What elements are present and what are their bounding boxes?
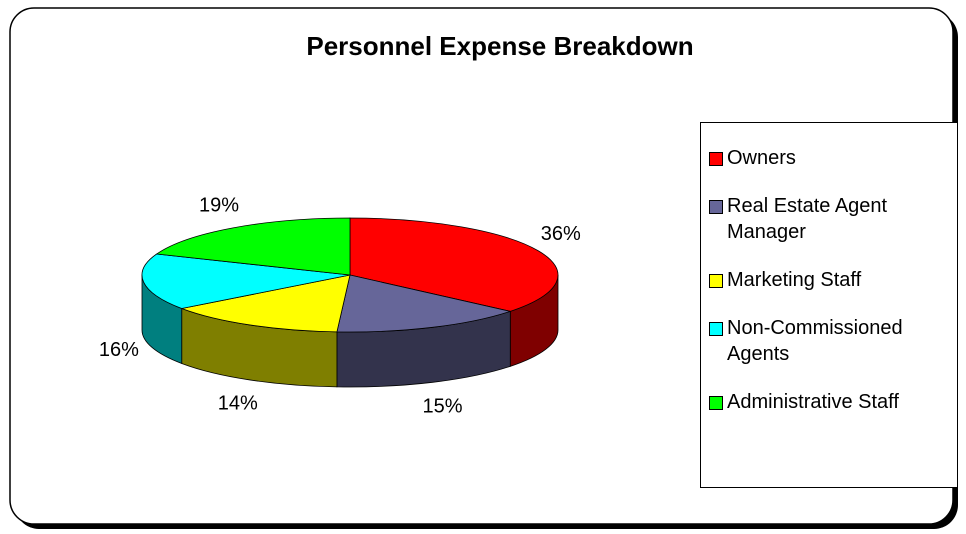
slice [336,274,512,333]
data-label: 19% [199,194,239,216]
slice [180,274,351,333]
slice [155,217,351,276]
legend-item: Administrative Staff [709,389,957,415]
legend-label: Marketing Staff [727,269,862,291]
data-label: 16% [99,339,139,361]
slice [349,217,559,312]
legend-item: Owners [709,145,957,171]
data-label: 14% [218,393,258,415]
pie: 36% 15% 14% 16% 19% [99,194,581,417]
legend-label: Administrative Staff [727,391,899,413]
legend: Owners Real Estate Agent Manager Marketing… [700,122,958,488]
legend-swatch [709,200,723,214]
legend-swatch [709,322,723,336]
legend-item: Non-Commissioned Agents [709,315,957,367]
legend-swatch [709,274,723,288]
chart-title: Personnel Expense Breakdown [306,31,693,61]
legend-label: Non-Commissioned Agents [727,317,903,365]
legend-swatch [709,396,723,410]
legend-label: Real Estate Agent Manager [727,195,888,243]
legend-label: Owners [727,147,796,169]
legend-item: Real Estate Agent Manager [709,193,957,245]
data-label: 15% [423,396,463,418]
legend-swatch [709,152,723,166]
legend-item: Marketing Staff [709,267,957,293]
data-label: 36% [541,223,581,245]
slice [141,253,351,309]
